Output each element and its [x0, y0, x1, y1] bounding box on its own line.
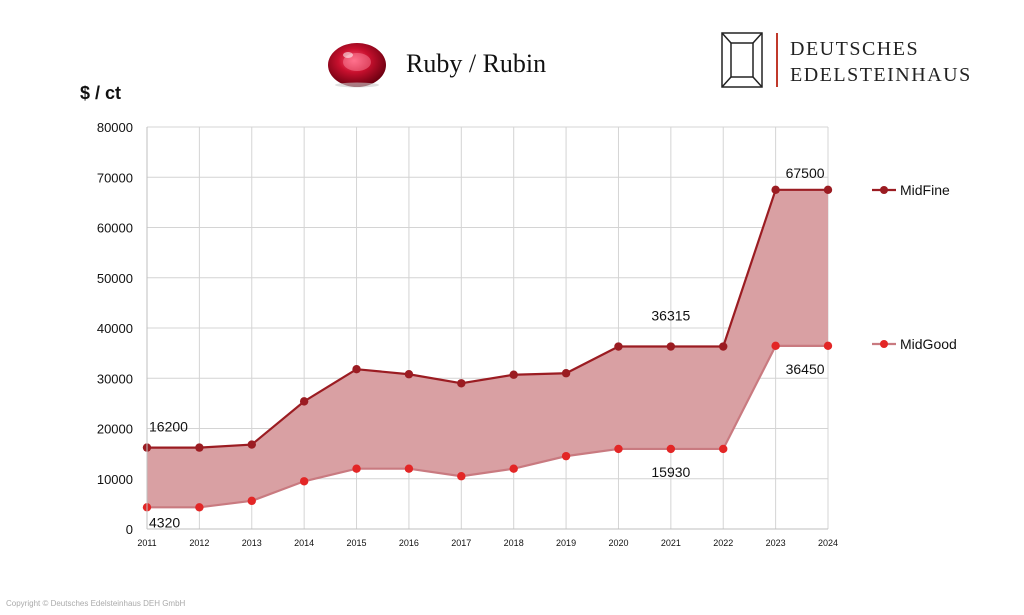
data-point-midgood — [614, 444, 623, 454]
area-between-series — [147, 189, 828, 508]
data-point-midfine — [352, 365, 361, 374]
data-point-midfine — [299, 397, 309, 406]
data-point-midfine — [509, 370, 518, 379]
data-point-midgood — [823, 341, 833, 351]
data-label: 36315 — [651, 308, 690, 324]
ruby-gem-icon — [328, 43, 386, 88]
y-axis-label: $ / ct — [80, 83, 121, 103]
legend-label: MidGood — [900, 336, 957, 352]
data-point-midfine — [247, 440, 256, 449]
data-point-midfine — [614, 342, 623, 351]
data-label: 15930 — [651, 464, 690, 480]
legend-label: MidFine — [900, 182, 950, 198]
data-point-midgood — [195, 503, 204, 512]
x-tick-label: 2015 — [347, 538, 367, 548]
data-point-midgood — [666, 444, 676, 454]
legend-swatch-marker — [880, 340, 888, 348]
data-point-midgood — [247, 496, 256, 506]
series-line-midfine — [147, 188, 828, 449]
data-point-midfine — [719, 342, 728, 351]
x-tick-label: 2022 — [713, 538, 733, 548]
x-tick-label: 2019 — [556, 538, 576, 548]
y-tick-label: 80000 — [97, 120, 133, 135]
x-tick-label: 2018 — [504, 538, 524, 548]
legend-swatch-marker — [880, 186, 888, 194]
data-point-midfine — [457, 379, 466, 388]
data-point-midgood — [457, 472, 466, 481]
logo-line1: DEUTSCHES — [790, 38, 919, 60]
y-tick-label: 70000 — [97, 170, 133, 185]
data-point-midgood — [771, 341, 780, 351]
data-point-midgood — [719, 444, 728, 454]
x-tick-label: 2011 — [137, 538, 156, 548]
data-point-midgood — [352, 464, 361, 473]
x-tick-label: 2012 — [189, 538, 209, 548]
y-tick-label: 60000 — [97, 221, 133, 236]
y-tick-label: 30000 — [97, 371, 133, 386]
data-label: 67500 — [786, 165, 825, 181]
axes: 0 10000 20000 30000 40000 50000 60000 70000 8000… — [97, 120, 838, 548]
gemstone-outline-icon — [721, 32, 763, 88]
logo: DEUTSCHES EDELSTEINHAUS — [721, 32, 972, 88]
x-tick-label: 2023 — [766, 538, 786, 548]
y-tick-label: 10000 — [97, 472, 133, 487]
data-point-midfine — [771, 185, 780, 195]
x-tick-label: 2017 — [451, 538, 471, 548]
data-point-midfine — [666, 342, 676, 351]
area-fill — [147, 189, 828, 508]
annotations: 16200 4320 36315 15930 67500 36450 — [149, 165, 825, 530]
data-point-midfine — [195, 443, 204, 452]
x-tick-label: 2024 — [818, 538, 838, 548]
page-title: Ruby / Rubin — [406, 49, 546, 78]
x-tick-label: 2020 — [608, 538, 628, 548]
y-tick-label: 0 — [126, 522, 133, 537]
x-tick-label: 2016 — [399, 538, 419, 548]
x-tick-label: 2014 — [294, 538, 314, 548]
y-tick-label: 40000 — [97, 321, 133, 336]
y-tick-label: 20000 — [97, 422, 133, 437]
data-point-midfine — [404, 370, 414, 379]
legend: MidFine MidGood — [872, 182, 957, 352]
series-lines — [142, 185, 833, 512]
data-label: 36450 — [786, 361, 825, 377]
data-point-midfine — [823, 185, 833, 195]
series-line-midgood — [147, 344, 828, 509]
data-point-midgood — [404, 464, 414, 473]
data-label: 4320 — [149, 514, 180, 530]
data-point-midfine — [561, 369, 571, 378]
data-point-midgood — [561, 451, 571, 461]
x-tick-label: 2021 — [661, 538, 681, 548]
logo-line2: EDELSTEINHAUS — [790, 64, 972, 86]
copyright-text: Copyright © Deutsches Edelsteinhaus DEH … — [6, 599, 186, 608]
data-label: 16200 — [149, 419, 188, 435]
logo-divider — [776, 33, 778, 87]
y-tick-label: 50000 — [97, 271, 133, 286]
data-point-midgood — [509, 464, 518, 473]
x-tick-label: 2013 — [242, 538, 262, 548]
data-point-midgood — [299, 477, 309, 486]
